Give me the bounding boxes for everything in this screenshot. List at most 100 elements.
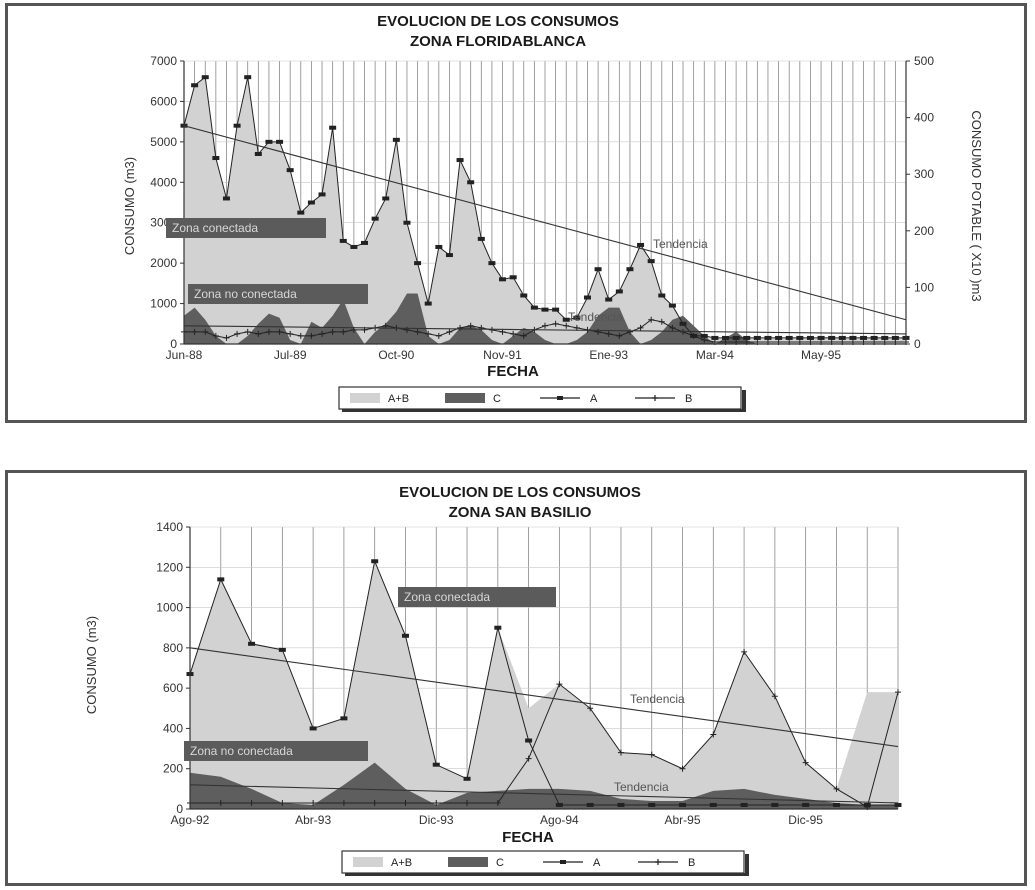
point-a [615, 289, 623, 294]
point-a [499, 277, 507, 282]
y-right-tick-label: 300 [914, 167, 934, 181]
point-b [402, 799, 409, 806]
y-right-tick-label: 200 [914, 224, 934, 238]
x-axis-label: FECHA [502, 829, 554, 846]
point-a [340, 716, 348, 721]
chart-panel-floridablanca: EVOLUCION DE LOS CONSUMOS ZONA FLORIDABL… [5, 3, 1027, 423]
point-b [637, 324, 644, 331]
x-tick-label: Abr-95 [665, 813, 701, 827]
point-a [212, 156, 220, 161]
y-right-tick-label: 100 [914, 280, 934, 294]
plot-areas [184, 77, 906, 345]
point-a [254, 151, 262, 156]
legend-label-a: A [590, 393, 598, 405]
point-a [700, 333, 708, 338]
legend: A+B C A B [341, 850, 749, 876]
trendline [189, 784, 899, 804]
point-a [881, 335, 889, 340]
point-b [279, 799, 286, 806]
x-tick-label: May-95 [801, 348, 841, 362]
point-a [555, 802, 563, 807]
plot-lines [186, 559, 902, 810]
trendlines [189, 647, 899, 804]
point-a [244, 75, 252, 80]
trendlines [183, 125, 907, 335]
y-tick-labels: 0 200 400 600 800 1000 1200 1400 [156, 520, 183, 816]
axes [180, 60, 910, 345]
legend-label-c: C [493, 393, 501, 405]
point-b [319, 330, 326, 337]
point-b [648, 316, 655, 323]
y-tick-label: 1200 [156, 560, 183, 574]
point-b [223, 334, 230, 341]
point-a [456, 158, 464, 163]
point-b [212, 332, 219, 339]
point-a [329, 125, 337, 130]
y-right-tick-label: 400 [914, 111, 934, 125]
annotation-connected: Zona conectada [404, 590, 490, 604]
legend-swatch-c [448, 857, 488, 867]
point-a [286, 168, 294, 173]
y-tick-label: 800 [163, 641, 183, 655]
point-a [785, 335, 793, 340]
line-b [190, 650, 899, 808]
point-b [248, 799, 255, 806]
area-c [184, 293, 906, 344]
x-tick-label: Oct-90 [378, 348, 414, 362]
point-a [509, 275, 517, 280]
point-a [594, 267, 602, 272]
point-b [414, 328, 421, 335]
point-b [297, 332, 304, 339]
point-a [361, 240, 368, 245]
x-tick-label: Abr-93 [295, 813, 331, 827]
annotation-not-connected: Zona no conectada [190, 744, 293, 758]
point-a [891, 335, 899, 340]
point-a [802, 802, 810, 807]
point-a [525, 738, 533, 743]
legend-label-b: B [688, 857, 695, 869]
point-a [265, 139, 273, 144]
point-a [806, 335, 814, 340]
point-b [510, 330, 517, 337]
point-b [542, 322, 548, 329]
point-b [741, 648, 748, 655]
legend-label-a: A [593, 857, 601, 869]
point-b [329, 328, 336, 335]
axes [186, 526, 898, 810]
point-a [838, 335, 846, 340]
point-b [616, 332, 623, 339]
point-a [732, 335, 740, 340]
point-a [796, 335, 804, 340]
legend-label-c: C [496, 857, 504, 869]
y-tick-label: 4000 [150, 175, 177, 189]
x-tick-label: Jun-88 [166, 348, 203, 362]
legend: A+B C A B [338, 386, 746, 412]
point-a [217, 577, 225, 582]
y-tick-label: 1000 [150, 297, 177, 311]
point-b [340, 799, 347, 806]
x-tick-label: Dic-93 [419, 813, 454, 827]
x-axis-label: FECHA [487, 363, 539, 380]
point-b [255, 330, 262, 337]
point-a [626, 267, 634, 272]
annotation-box-not-connected [188, 284, 368, 304]
x-tick-label: Ene-93 [589, 348, 628, 362]
point-a [467, 180, 475, 185]
point-b [234, 330, 241, 337]
point-b [488, 326, 495, 333]
point-a [894, 802, 902, 807]
y-axis-label-right: CONSUMO POTABLE ( X10 )m3 [969, 110, 984, 301]
point-a [401, 633, 409, 638]
point-a [637, 242, 645, 247]
point-b [244, 328, 251, 335]
point-a [679, 802, 687, 807]
point-a [233, 123, 241, 128]
point-b [679, 765, 686, 772]
point-b [617, 749, 624, 756]
y-tick-label: 400 [163, 721, 183, 735]
point-a [541, 307, 549, 312]
point-a [414, 261, 422, 266]
point-b [690, 332, 697, 339]
y-axis-label: CONSUMO (m3) [122, 157, 137, 255]
